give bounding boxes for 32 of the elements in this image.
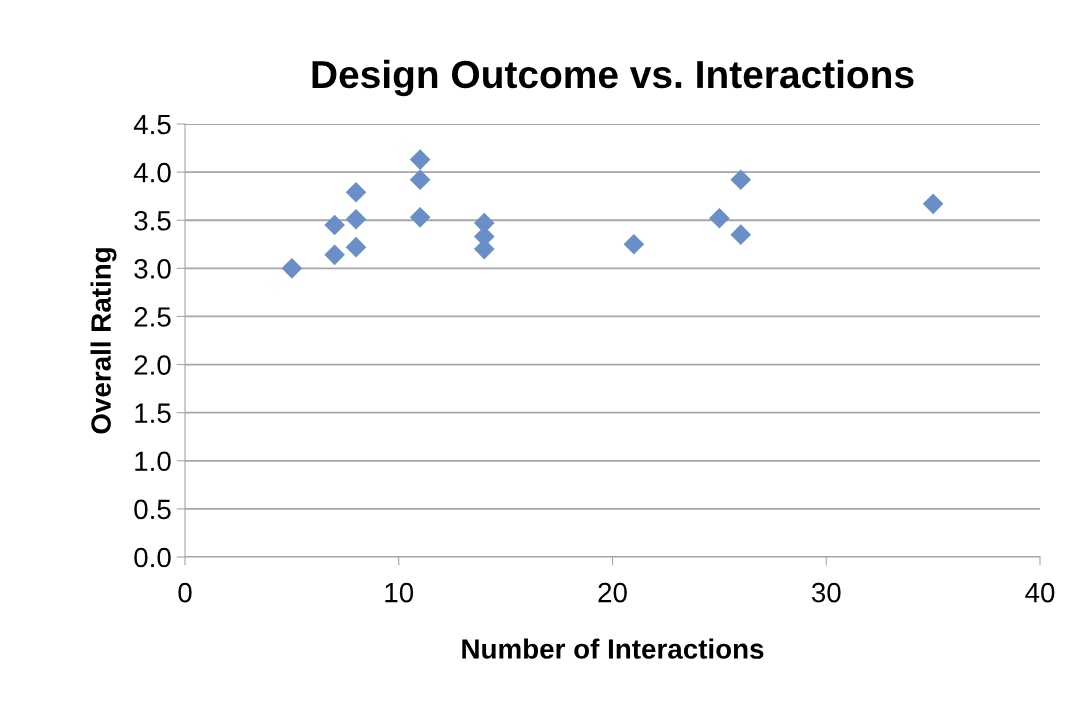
- point: [730, 224, 752, 245]
- x-tick-label: 0: [178, 582, 192, 603]
- point: [345, 236, 367, 258]
- x-axis-title: Number of Interactions: [462, 638, 764, 659]
- y-axis-title: Overall Rating: [90, 248, 117, 434]
- y-tick-label: 1.5: [135, 403, 171, 424]
- y-tick-label: 2.5: [134, 307, 171, 327]
- y-tick-label: 0.5: [134, 499, 171, 520]
- point: [623, 233, 645, 255]
- y-tick-label: 2.0: [134, 355, 171, 375]
- chart-title: Design Outcome vs. Interactions: [312, 59, 914, 97]
- y-tick-label: 3.5: [134, 210, 171, 231]
- y-tick-label: 4.0: [133, 162, 171, 183]
- point: [409, 169, 431, 191]
- y-tick-label: 3.0: [134, 259, 171, 279]
- point: [409, 149, 431, 170]
- x-tick-label: 20: [598, 582, 627, 603]
- x-tick-label: 40: [1025, 582, 1055, 603]
- y-tick-label: 0.0: [134, 547, 171, 568]
- point: [709, 208, 730, 229]
- y-tick-label: 1.0: [135, 451, 171, 472]
- point: [922, 193, 944, 215]
- point: [409, 207, 431, 228]
- point: [730, 169, 752, 191]
- point: [324, 214, 345, 236]
- x-tick-label: 10: [385, 582, 414, 603]
- point: [345, 182, 367, 203]
- point: [345, 208, 367, 230]
- x-tick-label: 30: [811, 582, 841, 603]
- point: [281, 258, 303, 279]
- point: [324, 244, 345, 266]
- y-tick-label: 4.5: [133, 114, 171, 135]
